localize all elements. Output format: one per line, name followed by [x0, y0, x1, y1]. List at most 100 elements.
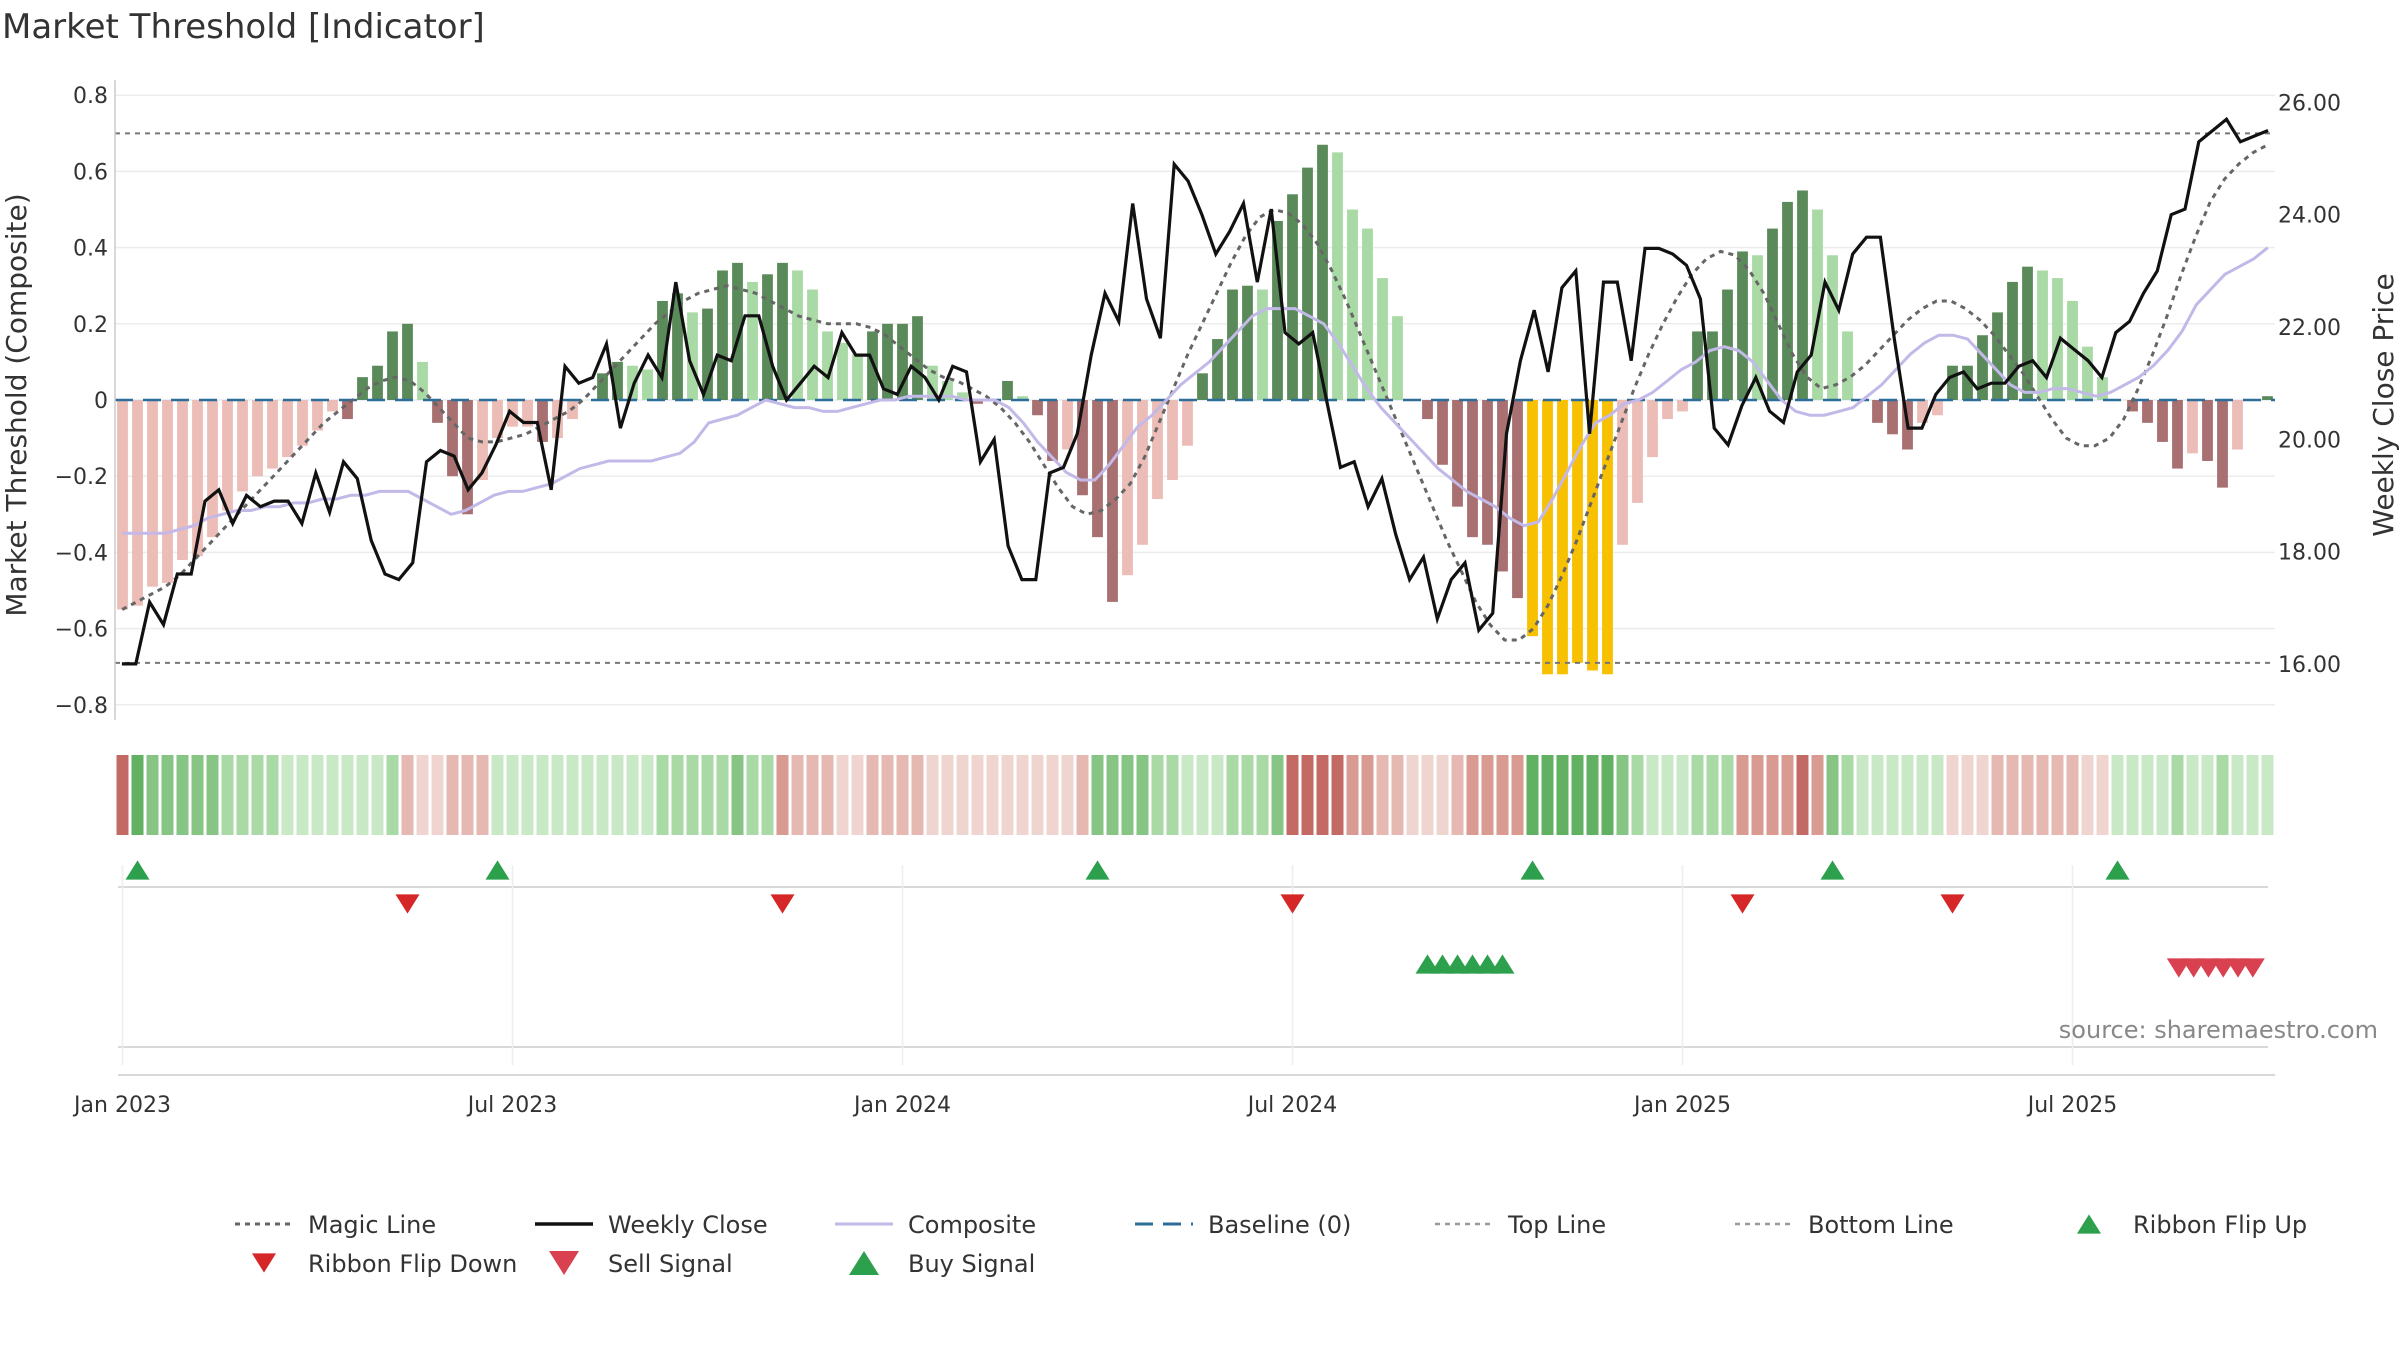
ribbon-cell — [1841, 755, 1854, 835]
ribbon-cell — [116, 755, 129, 835]
histogram-bar — [1332, 152, 1343, 400]
histogram-bar — [387, 331, 398, 400]
left-axis-label: Market Threshold (Composite) — [0, 193, 33, 616]
ribbon-cell — [1181, 755, 1194, 835]
ribbon-cell — [2186, 755, 2199, 835]
histogram-bar — [1887, 400, 1898, 435]
histogram-bar — [882, 323, 893, 400]
histogram-bars — [117, 144, 2273, 675]
ribbon-cell — [1256, 755, 1269, 835]
ribbon-cell — [821, 755, 834, 835]
source-note: source: sharemaestro.com — [2059, 1016, 2378, 1044]
ribbon-flip-up-marker — [2105, 860, 2130, 880]
histogram-bar — [1572, 400, 1583, 663]
ribbon-cell — [1196, 755, 1209, 835]
ribbon-cell — [401, 755, 414, 835]
histogram-bar — [762, 274, 773, 400]
ribbon-cell — [1316, 755, 1329, 835]
ribbon-cell — [1796, 755, 1809, 835]
ribbon-cell — [2111, 755, 2124, 835]
histogram-bar — [1167, 400, 1178, 480]
histogram-bar — [1827, 255, 1838, 400]
histogram-bar — [657, 300, 668, 400]
histogram-bar — [897, 323, 908, 400]
histogram-bar — [357, 377, 368, 400]
ribbon-cell — [506, 755, 519, 835]
ribbon-cell — [806, 755, 819, 835]
histogram-bar — [342, 400, 353, 420]
ribbon-cell — [866, 755, 879, 835]
ribbon-cell — [1856, 755, 1869, 835]
ribbon-cell — [1241, 755, 1254, 835]
histogram-bar — [957, 392, 968, 400]
legend-swatch — [2077, 1214, 2101, 1234]
ribbon-cell — [371, 755, 384, 835]
ribbon-cell — [2066, 755, 2079, 835]
ribbon-cell — [1616, 755, 1629, 835]
histogram-bar — [432, 400, 443, 423]
ribbon-cell — [131, 755, 144, 835]
ribbon-cell — [2036, 755, 2049, 835]
ribbon-cell — [251, 755, 264, 835]
histogram-bar — [927, 365, 938, 400]
ribbon-cell — [1571, 755, 1584, 835]
ribbon-cell — [686, 755, 699, 835]
histogram-bar — [792, 270, 803, 400]
histogram-bar — [2037, 270, 2048, 400]
ribbon-cell — [1016, 755, 1029, 835]
histogram-bar — [1272, 220, 1283, 400]
ribbon-cell — [1601, 755, 1614, 835]
ribbon-cell — [611, 755, 624, 835]
ribbon-cell — [1166, 755, 1179, 835]
histogram-bar — [837, 342, 848, 400]
left-tick-label: −0.4 — [55, 541, 108, 566]
ribbon-cell — [326, 755, 339, 835]
histogram-bar — [1767, 228, 1778, 400]
legend-label: Ribbon Flip Up — [2133, 1211, 2307, 1239]
histogram-bar — [522, 400, 533, 427]
histogram-bar — [1617, 400, 1628, 545]
ribbon-cell — [1721, 755, 1734, 835]
histogram-bar — [1392, 316, 1403, 400]
histogram-bar — [147, 400, 158, 587]
ribbon-cell — [446, 755, 459, 835]
histogram-bar — [2052, 278, 2063, 400]
histogram-bar — [912, 316, 923, 400]
histogram-bar — [1842, 331, 1853, 400]
histogram-bar — [1002, 380, 1013, 400]
histogram-bar — [297, 400, 308, 446]
x-tick-label: Jan 2025 — [1632, 1093, 1731, 1118]
ribbon-cell — [1961, 755, 1974, 835]
histogram-bar — [1662, 400, 1673, 420]
ribbon-cell — [1631, 755, 1644, 835]
histogram-bar — [1797, 190, 1808, 400]
ribbon-cell — [1766, 755, 1779, 835]
ribbon-cell — [1751, 755, 1764, 835]
ribbon-cell — [2096, 755, 2109, 835]
histogram-bar — [2097, 377, 2108, 400]
legend-label: Buy Signal — [908, 1250, 1035, 1278]
histogram-bar — [237, 400, 248, 492]
histogram-bar — [1377, 278, 1388, 400]
legend-swatch — [549, 1251, 579, 1275]
ribbon-cell — [551, 755, 564, 835]
histogram-bar — [1107, 400, 1118, 602]
histogram-bar — [2232, 400, 2243, 450]
left-tick-label: −0.6 — [55, 618, 108, 643]
ribbon-cell — [1226, 755, 1239, 835]
ribbon-cell — [2126, 755, 2139, 835]
right-tick-label: 22.00 — [2278, 316, 2341, 341]
histogram-bar — [1362, 228, 1373, 400]
ribbon-cell — [1556, 755, 1569, 835]
histogram-bar — [1242, 285, 1253, 400]
ribbon-cell — [1946, 755, 1959, 835]
histogram-bar — [402, 323, 413, 400]
ribbon-cell — [1031, 755, 1044, 835]
chart-title: Market Threshold [Indicator] — [2, 7, 485, 47]
signal-markers — [118, 860, 2275, 1076]
ribbon-cell — [596, 755, 609, 835]
histogram-bar — [942, 380, 953, 400]
sell-signal-marker — [2240, 958, 2265, 978]
histogram-bar — [822, 331, 833, 400]
ribbon-cell — [1826, 755, 1839, 835]
